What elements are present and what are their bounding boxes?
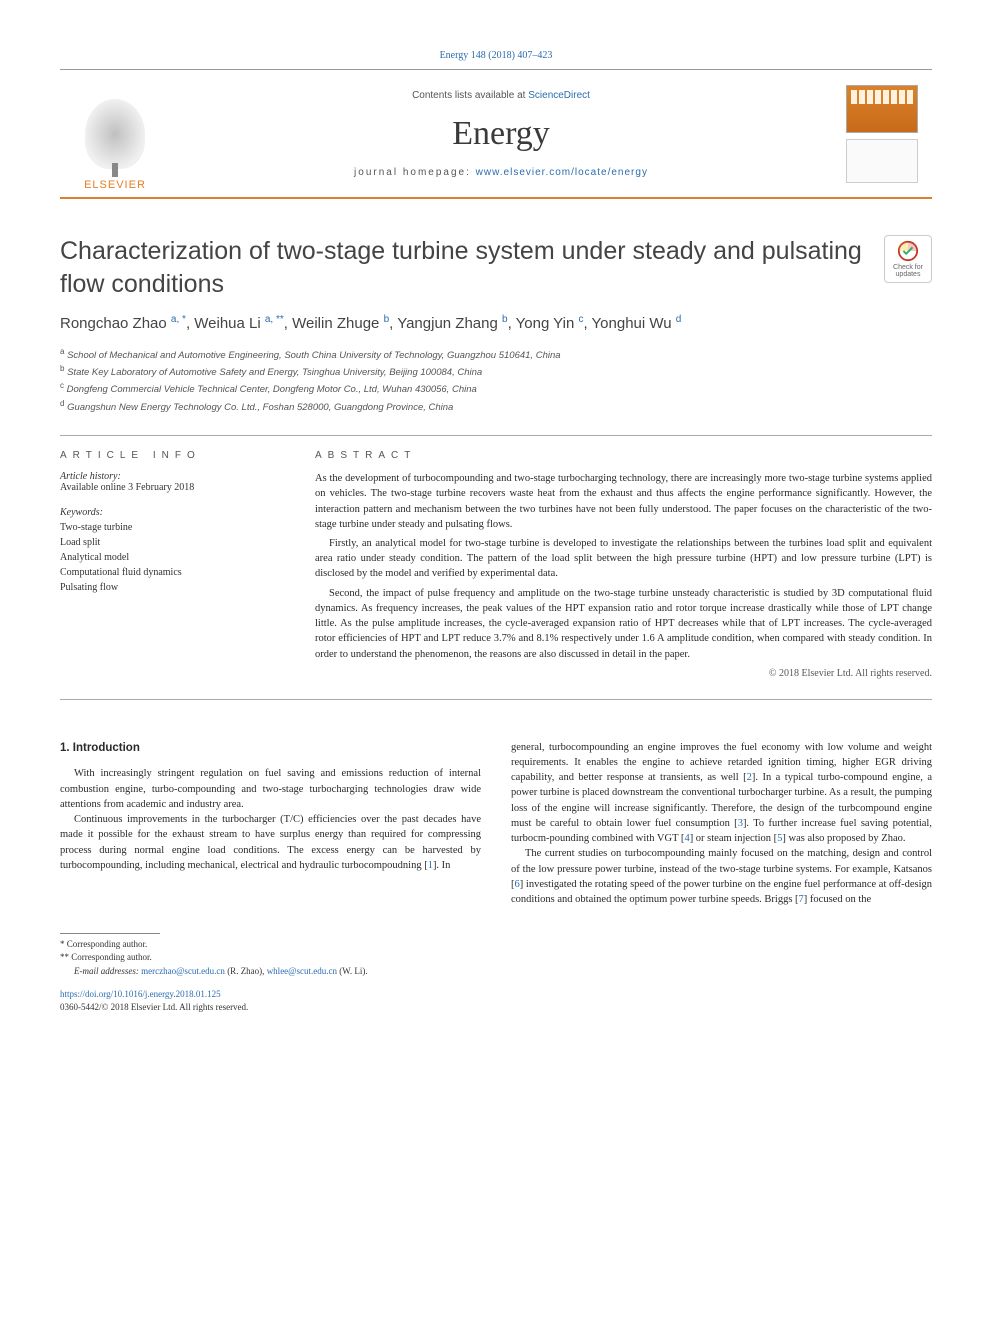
- abstract-body: As the development of turbocompounding a…: [315, 471, 932, 662]
- journal-homepage-line: journal homepage: www.elsevier.com/locat…: [354, 167, 648, 178]
- ref-link[interactable]: 4: [684, 833, 689, 844]
- journal-name: Energy: [452, 115, 550, 153]
- email-name-1: (R. Zhao),: [225, 966, 267, 976]
- article-info-heading: ARTICLE INFO: [60, 450, 275, 461]
- keywords-label: Keywords:: [60, 507, 275, 518]
- email-link-2[interactable]: whlee@scut.edu.cn: [267, 966, 337, 976]
- journal-homepage-link[interactable]: www.elsevier.com/locate/energy: [476, 167, 648, 178]
- keyword-item: Pulsating flow: [60, 580, 275, 595]
- footnotes-block: * Corresponding author. ** Corresponding…: [60, 938, 481, 979]
- article-title: Characterization of two-stage turbine sy…: [60, 235, 864, 300]
- elsevier-logo: ELSEVIER: [70, 91, 160, 191]
- abstract-column: ABSTRACT As the development of turbocomp…: [315, 450, 932, 679]
- affiliation-line: a School of Mechanical and Automotive En…: [60, 346, 932, 363]
- body-paragraph: general, turbocompounding an engine impr…: [511, 740, 932, 847]
- abstract-paragraph: Firstly, an analytical model for two-sta…: [315, 536, 932, 582]
- crossmark-icon: [897, 240, 919, 262]
- elsevier-tree-icon: [85, 99, 145, 169]
- article-history-text: Available online 3 February 2018: [60, 482, 275, 493]
- body-column-right: general, turbocompounding an engine impr…: [511, 740, 932, 1014]
- journal-cover-thumb-alt: [846, 139, 918, 183]
- contents-available-line: Contents lists available at ScienceDirec…: [412, 90, 590, 101]
- email-link-1[interactable]: merczhao@scut.edu.cn: [141, 966, 225, 976]
- abstract-paragraph: Second, the impact of pulse frequency an…: [315, 586, 932, 662]
- body-paragraph: Continuous improvements in the turbochar…: [60, 812, 481, 873]
- ref-link[interactable]: 5: [777, 833, 782, 844]
- body-paragraph: With increasingly stringent regulation o…: [60, 766, 481, 812]
- journal-header: ELSEVIER Contents lists available at Sci…: [60, 69, 932, 199]
- keyword-item: Computational fluid dynamics: [60, 565, 275, 580]
- keyword-item: Two-stage turbine: [60, 520, 275, 535]
- journal-cover-thumb: [846, 85, 918, 133]
- ref-link[interactable]: 2: [747, 772, 752, 783]
- footnote-rule: [60, 933, 160, 934]
- authors-line: Rongchao Zhao a, *, Weihua Li a, **, Wei…: [60, 312, 932, 336]
- sciencedirect-link[interactable]: ScienceDirect: [528, 90, 590, 101]
- affiliation-line: c Dongfeng Commercial Vehicle Technical …: [60, 380, 932, 397]
- emails-label: E-mail addresses:: [74, 966, 141, 976]
- article-history-label: Article history:: [60, 471, 275, 482]
- doi-link[interactable]: https://doi.org/10.1016/j.energy.2018.01…: [60, 989, 221, 999]
- corresponding-author-2: ** Corresponding author.: [60, 951, 481, 965]
- ref-link[interactable]: 7: [799, 894, 804, 905]
- publisher-logo-block: ELSEVIER: [60, 70, 170, 197]
- keyword-item: Load split: [60, 535, 275, 550]
- publisher-name: ELSEVIER: [84, 179, 146, 191]
- updates-badge-line2: updates: [896, 271, 921, 278]
- affiliation-line: d Guangshun New Energy Technology Co. Lt…: [60, 398, 932, 415]
- abstract-paragraph: As the development of turbocompounding a…: [315, 471, 932, 532]
- contents-prefix: Contents lists available at: [412, 90, 528, 101]
- affiliation-line: b State Key Laboratory of Automotive Saf…: [60, 363, 932, 380]
- email-name-2: (W. Li).: [337, 966, 368, 976]
- body-paragraph: The current studies on turbocompounding …: [511, 846, 932, 907]
- keyword-item: Analytical model: [60, 550, 275, 565]
- section-divider: [60, 435, 932, 436]
- affiliations-block: a School of Mechanical and Automotive En…: [60, 346, 932, 416]
- check-updates-badge[interactable]: Check for updates: [884, 235, 932, 283]
- abstract-heading: ABSTRACT: [315, 450, 932, 461]
- issn-copyright-line: 0360-5442/© 2018 Elsevier Ltd. All right…: [60, 1001, 481, 1014]
- article-info-column: ARTICLE INFO Article history: Available …: [60, 450, 275, 679]
- updates-badge-line1: Check for: [893, 264, 923, 271]
- abstract-copyright: © 2018 Elsevier Ltd. All rights reserved…: [315, 668, 932, 679]
- section-divider: [60, 699, 932, 700]
- body-column-left: 1. Introduction With increasingly string…: [60, 740, 481, 1014]
- ref-link[interactable]: 3: [738, 818, 743, 829]
- keywords-list: Two-stage turbineLoad splitAnalytical mo…: [60, 520, 275, 595]
- ref-link[interactable]: 1: [428, 860, 433, 871]
- corresponding-author-1: * Corresponding author.: [60, 938, 481, 952]
- ref-link[interactable]: 6: [515, 879, 520, 890]
- homepage-label: journal homepage:: [354, 167, 476, 178]
- doi-block: https://doi.org/10.1016/j.energy.2018.01…: [60, 988, 481, 1013]
- journal-citation: Energy 148 (2018) 407–423: [60, 50, 932, 61]
- introduction-heading: 1. Introduction: [60, 740, 481, 757]
